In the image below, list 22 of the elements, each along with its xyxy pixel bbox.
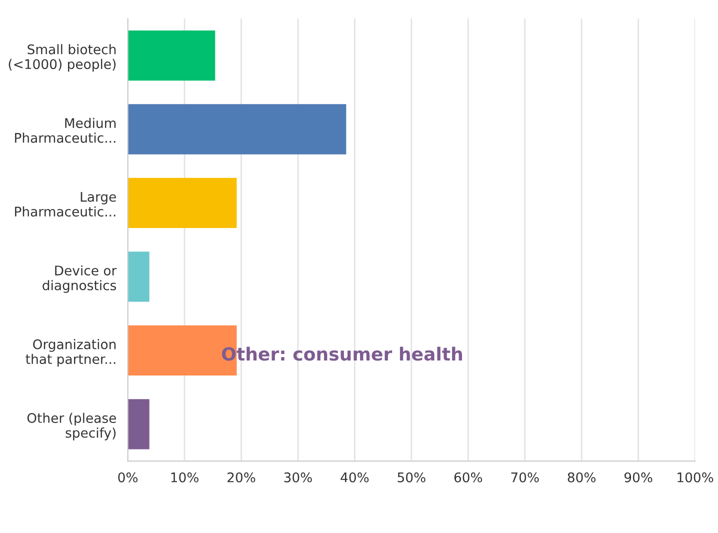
y-tick-label: Organization that partner...	[26, 339, 116, 367]
bar	[128, 104, 346, 154]
y-tick-label: Device or diagnostics	[42, 265, 117, 293]
y-tick-label: Large Pharmaceutic...	[15, 192, 116, 217]
y-tick-label: Other (please specify)	[27, 412, 116, 440]
x-tick-label: 20%	[228, 472, 256, 482]
x-tick-label: 90%	[624, 472, 652, 482]
bar	[128, 399, 150, 450]
x-tick-label: 10%	[171, 472, 198, 482]
x-tick-label: 80%	[568, 472, 596, 482]
x-tick-label: 70%	[511, 472, 539, 482]
y-tick-label: Medium Pharmaceutic...	[15, 118, 116, 143]
bar	[128, 30, 216, 81]
bar	[128, 252, 150, 302]
y-tick-label: Small biotech (<1000) people)	[8, 44, 116, 72]
x-tick-label: 40%	[340, 472, 369, 482]
x-tick-label: 100%	[678, 472, 714, 482]
x-tick-label: 60%	[454, 472, 482, 482]
x-tick-label: 30%	[284, 472, 312, 482]
bar	[128, 178, 237, 228]
x-tick-label: 50%	[398, 472, 426, 482]
x-tick-label: 0%	[118, 472, 138, 482]
